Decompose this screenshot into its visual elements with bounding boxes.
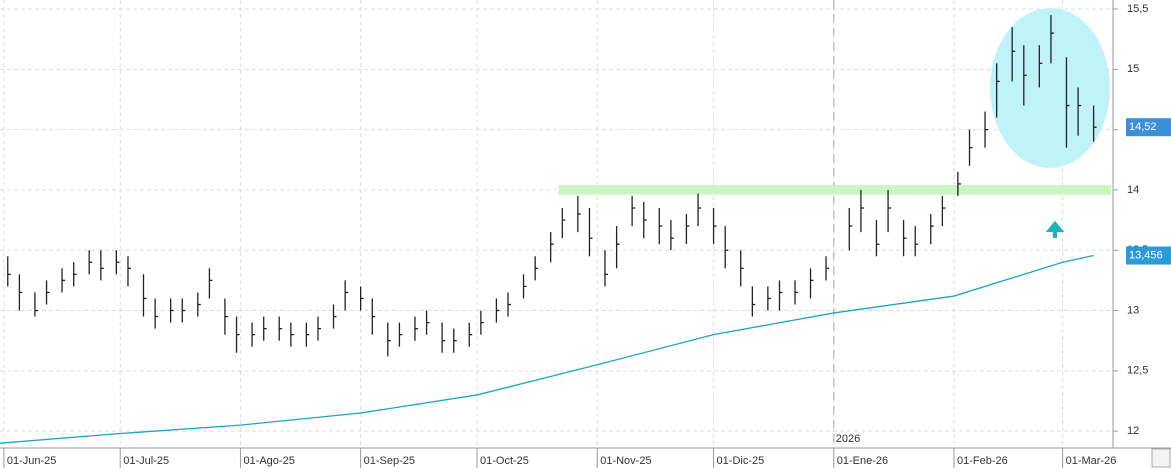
y-tick-label: 12 <box>1127 425 1139 437</box>
x-tick-label: 01-Jul-25 <box>123 455 169 467</box>
value-box <box>1126 118 1171 137</box>
corner-button[interactable] <box>1151 448 1171 468</box>
y-tick-label: 14 <box>1127 184 1139 196</box>
x-tick-label: 01-Jun-25 <box>7 455 57 467</box>
value-box <box>1126 246 1171 265</box>
y-tick-label: 12,5 <box>1127 365 1148 377</box>
plot <box>0 15 1097 444</box>
highlight-ellipse <box>990 8 1110 168</box>
x-tick-label: 01-Feb-26 <box>957 455 1008 467</box>
y-tick-label: 13 <box>1127 304 1139 316</box>
x-tick-label: 01-Dic-25 <box>717 455 765 467</box>
x-tick-label: 01-Mar-26 <box>1066 455 1117 467</box>
x-tick-label: 01-Ene-26 <box>837 455 888 467</box>
grid: 2026 <box>0 0 1113 448</box>
y-tick-label: 15 <box>1127 63 1139 75</box>
year-label: 2026 <box>836 433 860 445</box>
y-tick-label: 15,5 <box>1127 3 1148 15</box>
x-tick-label: 01-Ago-25 <box>243 455 294 467</box>
axes: 1212,51313,51414,51515,501-Jun-2501-Jul-… <box>3 3 1171 468</box>
x-tick-label: 01-Nov-25 <box>600 455 651 467</box>
x-tick-label: 01-Sep-25 <box>364 455 415 467</box>
resistance-band <box>558 185 1111 195</box>
moving-average <box>0 254 1094 444</box>
up-arrow <box>1045 220 1065 238</box>
x-tick-label: 01-Oct-25 <box>480 455 529 467</box>
value-box-label: 14,52 <box>1129 121 1157 133</box>
value-box-label: 13,456 <box>1129 249 1163 261</box>
